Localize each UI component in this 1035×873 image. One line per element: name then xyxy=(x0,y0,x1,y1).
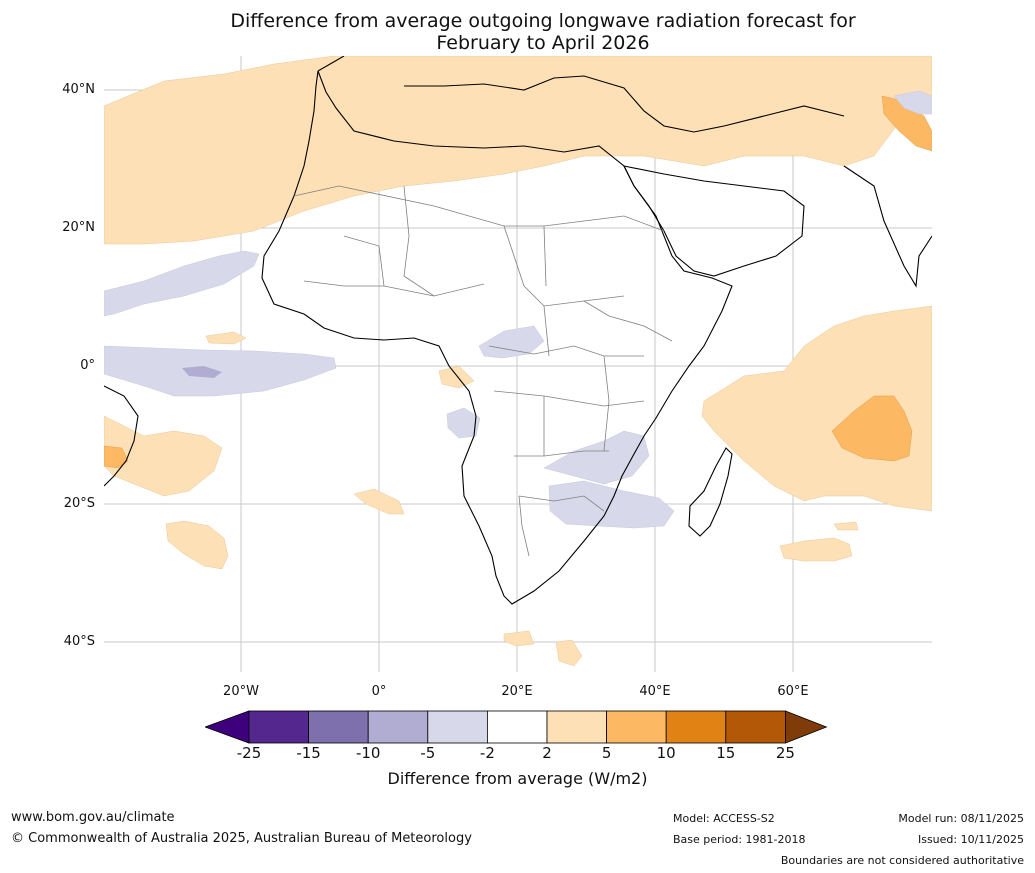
anomaly-positive-light xyxy=(104,56,932,667)
title-line-1: Difference from average outgoing longwav… xyxy=(230,10,856,32)
indian-ocean-patch xyxy=(701,305,932,512)
angola-coast-patch xyxy=(446,407,481,439)
footer-model-run: Model run: 08/11/2025 xyxy=(898,812,1024,825)
footer-issued: Issued: 10/11/2025 xyxy=(917,833,1024,846)
colorbar-tick-label: 2 xyxy=(542,744,552,762)
colorbar-segment xyxy=(725,710,786,744)
lon-label-0: 0° xyxy=(371,684,387,699)
india-coastline xyxy=(843,165,932,288)
southern-small-patch xyxy=(555,639,583,667)
title-line-2: February to April 2026 xyxy=(436,32,650,54)
lon-label-60e: 60°E xyxy=(777,684,809,699)
colorbar-tick-label: 10 xyxy=(656,744,676,762)
colorbar-tick-label: 15 xyxy=(716,744,736,762)
madagascar-coastline xyxy=(688,447,733,537)
colorbar xyxy=(205,710,828,744)
colorbar-tick-label: -10 xyxy=(355,744,381,762)
footer-disclaimer: Boundaries are not considered authoritat… xyxy=(780,854,1024,867)
footer-model: Model: ACCESS-S2 xyxy=(673,812,775,825)
anomaly-negative-light xyxy=(104,90,932,529)
south-atlantic-blob xyxy=(165,520,229,570)
south-america-coastline xyxy=(104,385,139,487)
north-atlantic-sahara-band xyxy=(104,56,932,245)
congo-patch xyxy=(478,325,545,359)
lat-label-0: 0° xyxy=(80,358,95,373)
colorbar-segment xyxy=(427,710,488,744)
colorbar-title: Difference from average (W/m2) xyxy=(387,769,648,788)
colorbar-segment xyxy=(606,710,667,744)
colorbar-tick-label: -2 xyxy=(479,744,495,762)
footer-url: www.bom.gov.au/climate xyxy=(11,810,175,825)
colorbar-tick-label: -25 xyxy=(236,744,262,762)
colorbar-segment xyxy=(367,710,429,744)
arabia-coastline xyxy=(623,165,805,277)
colorbar-segment xyxy=(308,710,369,744)
lat-label-40s: 40°S xyxy=(63,634,95,649)
colorbar-segment xyxy=(248,710,309,744)
central-asia-purple xyxy=(893,90,932,115)
anomaly-negative-medium xyxy=(182,366,222,378)
footer-copyright: © Commonwealth of Australia 2025, Austra… xyxy=(11,831,472,846)
lat-label-20n: 20°N xyxy=(62,220,95,235)
anomaly-positive-medium xyxy=(104,95,932,469)
mozambique-patch xyxy=(548,480,675,529)
colorbar-tick-label: 5 xyxy=(601,744,612,762)
cape-south-patch xyxy=(503,630,535,647)
indian-ocean-east-small xyxy=(833,521,859,531)
gulf-guinea-patch xyxy=(438,365,475,389)
colorbar-segment xyxy=(665,710,727,744)
africa-coastline xyxy=(261,70,733,605)
lat-label-20s: 20°S xyxy=(63,496,95,511)
country-boundaries xyxy=(293,185,673,557)
lon-label-20e: 20°E xyxy=(501,684,533,699)
colorbar-tick-label: -5 xyxy=(420,744,436,762)
equatorial-atlantic-band xyxy=(104,345,337,397)
europe-coastline xyxy=(317,56,845,133)
madagascar-southeast-patch xyxy=(779,537,853,562)
atlantic-small-patch xyxy=(205,331,247,345)
chart-title: Difference from average outgoing longwav… xyxy=(0,10,1035,54)
footer-base-period: Base period: 1981-2018 xyxy=(673,833,806,846)
colorbar-arrow-left xyxy=(205,710,250,744)
south-atlantic-small xyxy=(353,488,405,515)
colorbar-segment xyxy=(486,710,548,744)
lon-label-40e: 40°E xyxy=(639,684,671,699)
coastlines xyxy=(104,56,932,605)
tropical-north-atlantic-band xyxy=(104,250,260,317)
indian-ocean-hotspot xyxy=(831,395,913,462)
map xyxy=(104,56,932,672)
lat-label-40n: 40°N xyxy=(62,82,95,97)
equatorial-atlantic-core xyxy=(182,366,222,378)
colorbar-arrow-right xyxy=(785,710,828,744)
colorbar-segment xyxy=(546,710,607,744)
colorbar-tick-label: 25 xyxy=(775,744,795,762)
lon-label-20w: 20°W xyxy=(223,684,259,699)
southern-africa-patch xyxy=(543,430,650,485)
colorbar-tick-label: -15 xyxy=(296,744,321,762)
